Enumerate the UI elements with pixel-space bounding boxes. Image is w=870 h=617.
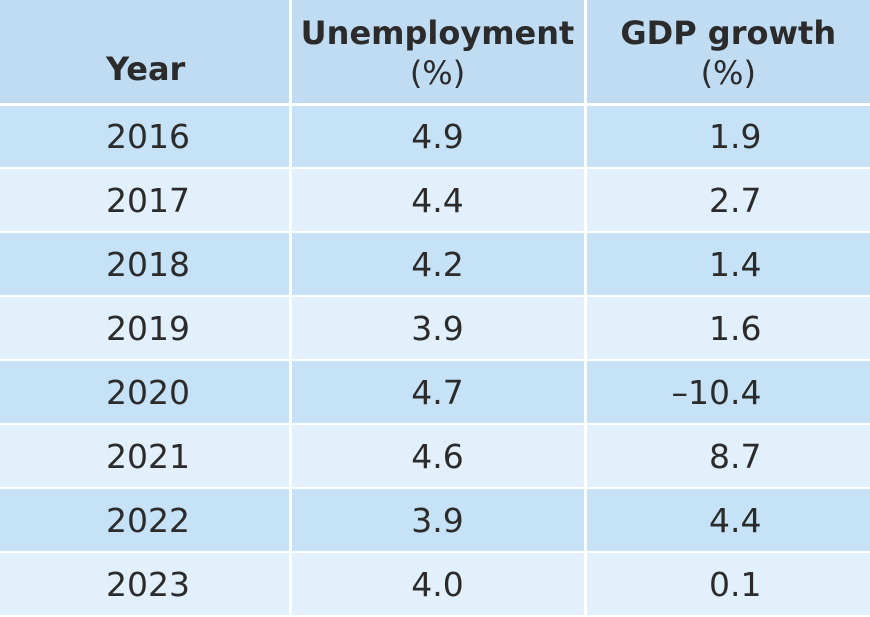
cell-unemployment: 4.7	[290, 360, 585, 424]
column-header-gdp-growth-unit: (%)	[587, 53, 870, 93]
column-header-year-label: Year	[106, 50, 185, 88]
column-header-unemployment: Unemployment (%)	[290, 0, 585, 104]
cell-year: 2018	[0, 232, 290, 296]
cell-year: 2020	[0, 360, 290, 424]
data-table-container: Year Unemployment (%) GDP growth (%) 201…	[0, 0, 870, 604]
cell-unemployment: 3.9	[290, 488, 585, 552]
cell-gdp-growth: 1.4	[585, 232, 870, 296]
table-row: 2016 4.9 1.9	[0, 104, 870, 168]
cell-unemployment: 3.9	[290, 296, 585, 360]
cell-gdp-growth-value: 1.4	[587, 245, 762, 284]
table-row: 2018 4.2 1.4	[0, 232, 870, 296]
table-row: 2021 4.6 8.7	[0, 424, 870, 488]
table-row: 2023 4.0 0.1	[0, 552, 870, 616]
cell-unemployment: 4.2	[290, 232, 585, 296]
cell-year: 2023	[0, 552, 290, 616]
column-header-unemployment-unit: (%)	[292, 53, 584, 93]
cell-gdp-growth-value: –10.4	[587, 373, 762, 412]
cell-gdp-growth-value: 0.1	[587, 565, 762, 604]
cell-gdp-growth-value: 4.4	[587, 501, 762, 540]
cell-gdp-growth: 0.1	[585, 552, 870, 616]
cell-year: 2021	[0, 424, 290, 488]
cell-unemployment: 4.0	[290, 552, 585, 616]
table-row: 2020 4.7 –10.4	[0, 360, 870, 424]
column-header-gdp-growth-label: GDP growth	[587, 13, 870, 53]
cell-year: 2019	[0, 296, 290, 360]
table-body: 2016 4.9 1.9 2017 4.4 2.7 2018 4.2 1.4 2…	[0, 104, 870, 616]
cell-gdp-growth: 8.7	[585, 424, 870, 488]
cell-year: 2016	[0, 104, 290, 168]
cell-gdp-growth: 1.6	[585, 296, 870, 360]
table-row: 2022 3.9 4.4	[0, 488, 870, 552]
cell-gdp-growth-value: 2.7	[587, 181, 762, 220]
table-row: 2019 3.9 1.6	[0, 296, 870, 360]
cell-gdp-growth: 4.4	[585, 488, 870, 552]
cell-year: 2017	[0, 168, 290, 232]
column-header-gdp-growth: GDP growth (%)	[585, 0, 870, 104]
table-row: 2017 4.4 2.7	[0, 168, 870, 232]
cell-gdp-growth-value: 1.6	[587, 309, 762, 348]
table-header-row: Year Unemployment (%) GDP growth (%)	[0, 0, 870, 104]
cell-gdp-growth: –10.4	[585, 360, 870, 424]
cell-gdp-growth-value: 1.9	[587, 117, 762, 156]
cell-gdp-growth-value: 8.7	[587, 437, 762, 476]
cell-unemployment: 4.4	[290, 168, 585, 232]
cell-year: 2022	[0, 488, 290, 552]
cell-gdp-growth: 2.7	[585, 168, 870, 232]
column-header-unemployment-label: Unemployment	[292, 13, 584, 53]
column-header-year: Year	[0, 0, 290, 104]
cell-unemployment: 4.9	[290, 104, 585, 168]
cell-gdp-growth: 1.9	[585, 104, 870, 168]
cell-unemployment: 4.6	[290, 424, 585, 488]
